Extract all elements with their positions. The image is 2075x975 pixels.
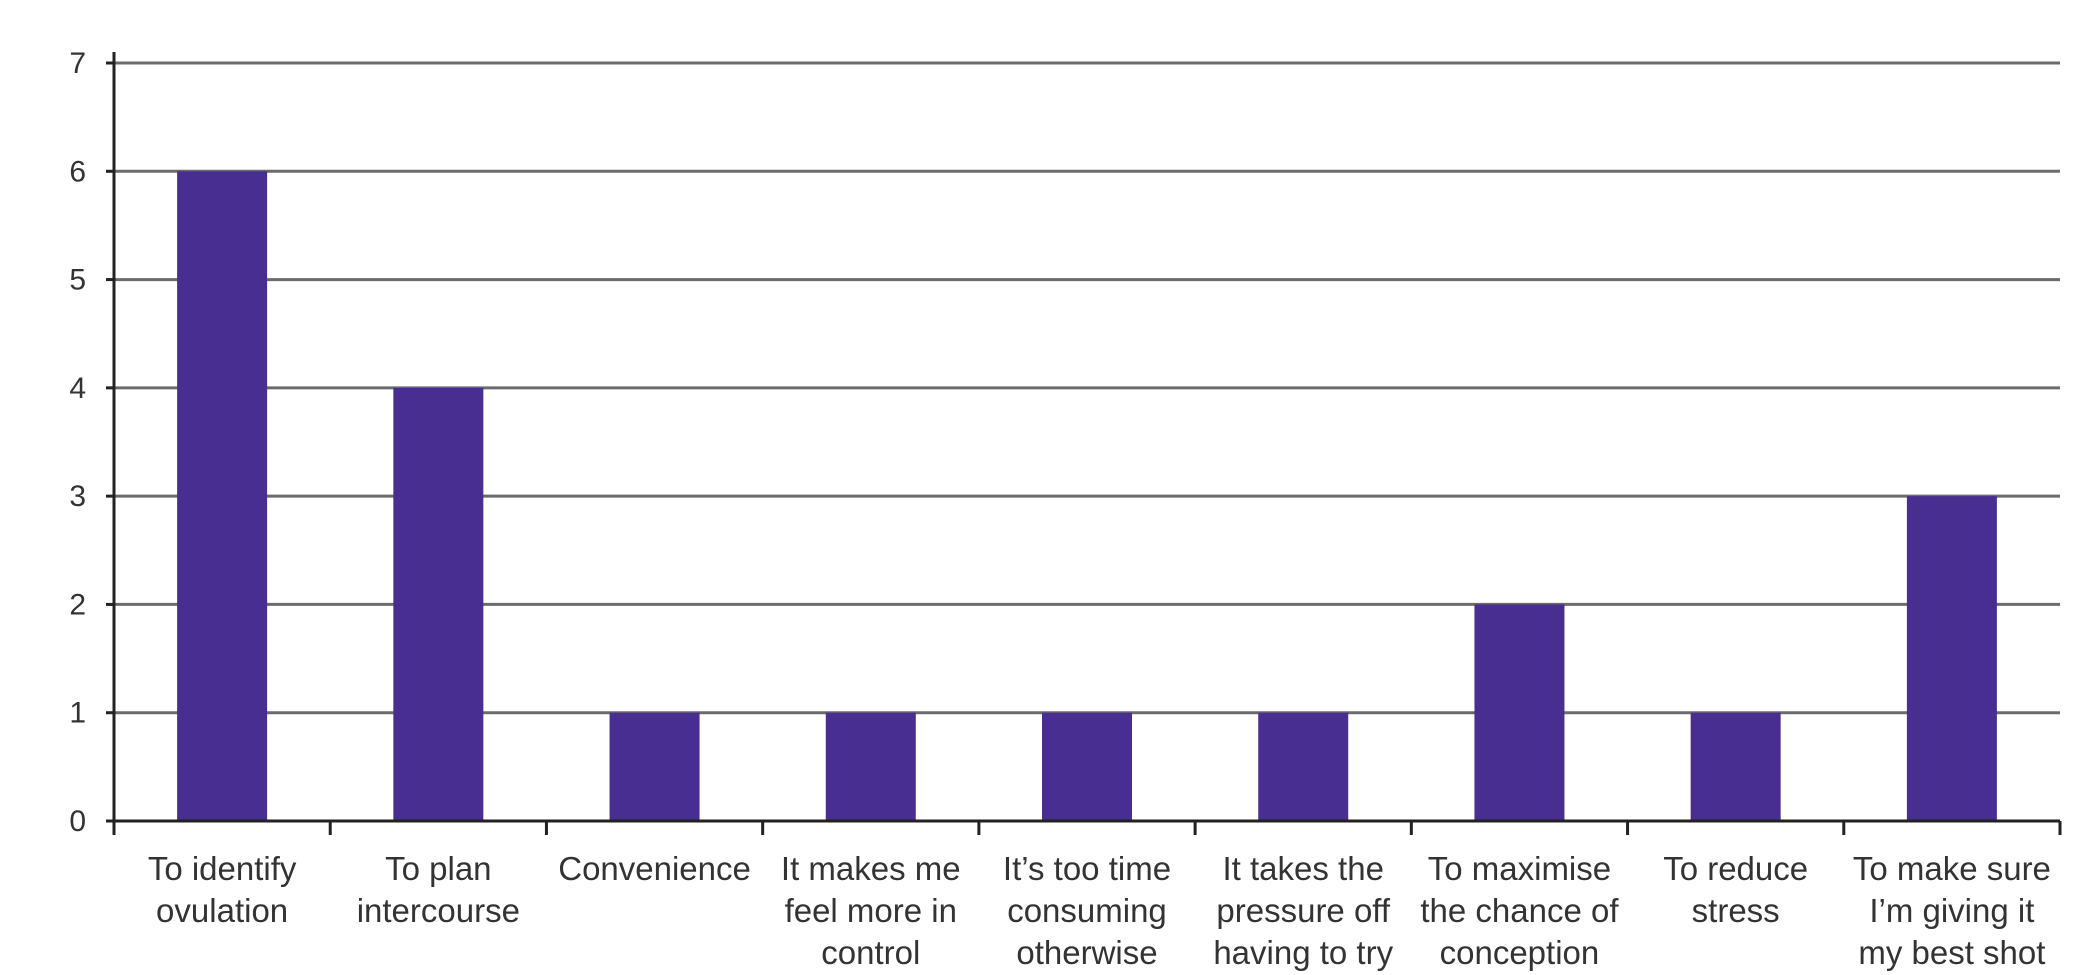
- category-label-line: the chance of: [1420, 892, 1619, 929]
- category-label-line: Convenience: [558, 850, 751, 887]
- category-label: It’s too time consuming otherwise: [1003, 850, 1171, 971]
- y-tick-label: 3: [69, 480, 86, 513]
- bar: [1691, 713, 1781, 821]
- category-label: To plan intercourse: [357, 850, 520, 929]
- category-label: To make sure I’m giving it my best shot: [1853, 850, 2051, 971]
- category-label-line: ovulation: [156, 892, 288, 929]
- bar: [1474, 604, 1564, 821]
- category-label-line: control: [821, 934, 920, 971]
- category-label-line: To maximise: [1428, 850, 1611, 887]
- bar: [826, 713, 916, 821]
- y-tick-label: 6: [69, 155, 86, 188]
- bar: [393, 388, 483, 821]
- bar: [1907, 496, 1997, 821]
- bar: [610, 713, 700, 821]
- category-label-line: It takes the: [1223, 850, 1384, 887]
- category-label-line: It makes me: [781, 850, 961, 887]
- category-label-line: intercourse: [357, 892, 520, 929]
- category-label-line: otherwise: [1016, 934, 1157, 971]
- category-label-line: To reduce: [1663, 850, 1808, 887]
- category-label-line: conception: [1440, 934, 1600, 971]
- category-label-line: feel more in: [785, 892, 957, 929]
- category-label-line: To make sure: [1853, 850, 2051, 887]
- category-label: To reduce stress: [1663, 850, 1808, 929]
- category-label: To identify ovulation: [148, 850, 297, 929]
- y-tick-labels: 0 1 2 3 4 5 6 7: [69, 47, 86, 838]
- category-label-line: I’m giving it: [1869, 892, 2034, 929]
- category-label-line: pressure off: [1216, 892, 1390, 929]
- category-label-line: having to try: [1213, 934, 1393, 971]
- category-label: To maximise the chance of conception: [1420, 850, 1619, 971]
- category-label-line: stress: [1692, 892, 1780, 929]
- category-label-line: consuming: [1007, 892, 1167, 929]
- y-tick-label: 5: [69, 264, 86, 297]
- category-label: Convenience: [558, 850, 751, 887]
- y-tick-label: 7: [69, 47, 86, 80]
- bar: [177, 171, 267, 821]
- category-label-line: To identify: [148, 850, 297, 887]
- category-label: It makes me feel more in control: [781, 850, 961, 971]
- category-label-line: my best shot: [1858, 934, 2045, 971]
- y-tick-label: 0: [69, 805, 86, 838]
- y-tick-label: 1: [69, 697, 86, 730]
- category-label-line: To plan: [385, 850, 491, 887]
- bar: [1258, 713, 1348, 821]
- category-label: It takes the pressure off having to try: [1213, 850, 1393, 971]
- bar: [1042, 713, 1132, 821]
- category-labels: To identify ovulation To plan intercourse Co…: [148, 850, 2051, 971]
- y-tick-label: 2: [69, 588, 86, 621]
- y-tick-label: 4: [69, 372, 86, 405]
- category-label-line: It’s too time: [1003, 850, 1171, 887]
